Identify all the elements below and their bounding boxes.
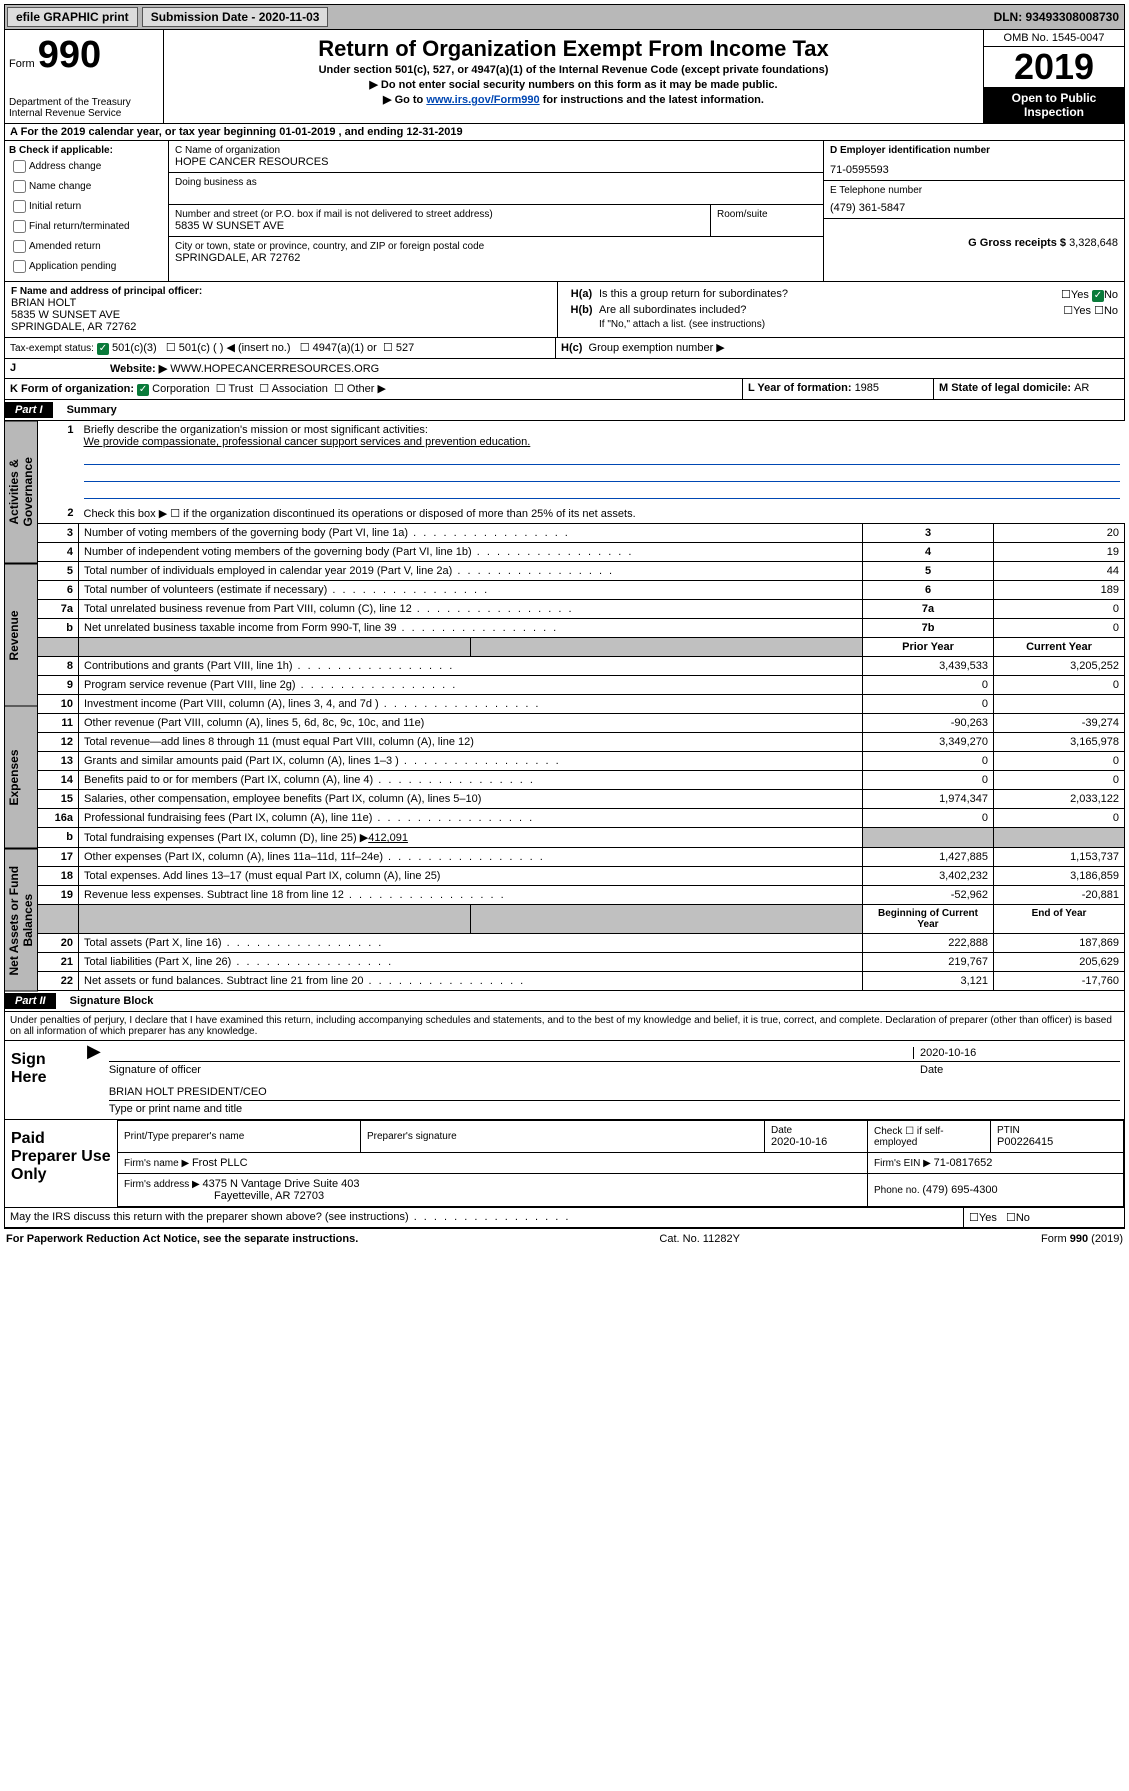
irs-link[interactable]: www.irs.gov/Form990 (426, 94, 539, 106)
form-number: 990 (38, 34, 101, 76)
chk-amended[interactable]: Amended return (9, 237, 164, 256)
label-phone: E Telephone number (830, 185, 1118, 196)
form-word: Form (9, 58, 35, 70)
klm-row: K Form of organization: ✓ Corporation ☐ … (4, 379, 1125, 400)
dept-treasury: Department of the Treasury Internal Reve… (9, 97, 159, 119)
dln: DLN: 93493308008730 (989, 7, 1124, 27)
open-inspection: Open to Public Inspection (984, 87, 1124, 123)
chk-501c3[interactable]: ✓ (97, 343, 109, 355)
label-dba: Doing business as (175, 177, 817, 188)
form-title: Return of Organization Exempt From Incom… (168, 36, 979, 62)
label-officer: F Name and address of principal officer: (11, 286, 551, 297)
officer-name: BRIAN HOLT (11, 297, 551, 309)
phone: (479) 361-5847 (830, 202, 1118, 214)
chk-final-return[interactable]: Final return/terminated (9, 217, 164, 236)
website-row: J Website: ▶ WWW.HOPECANCERRESOURCES.ORG (4, 359, 1125, 379)
city-state-zip: SPRINGDALE, AR 72762 (175, 252, 817, 264)
label-org-name: C Name of organization (175, 145, 817, 156)
topbar: efile GRAPHIC print Submission Date - 20… (4, 4, 1125, 30)
label-city: City or town, state or province, country… (175, 241, 817, 252)
submission-date: Submission Date - 2020-11-03 (142, 7, 329, 27)
chk-address-change[interactable]: Address change (9, 157, 164, 176)
officer-h-row: F Name and address of principal officer:… (4, 282, 1125, 338)
officer-street: 5835 W SUNSET AVE (11, 309, 551, 321)
declaration-text: Under penalties of perjury, I declare th… (4, 1012, 1125, 1041)
mission-text: We provide compassionate, professional c… (84, 436, 531, 448)
website-url: WWW.HOPECANCERRESOURCES.ORG (170, 363, 379, 375)
omb-number: OMB No. 1545-0047 (984, 30, 1124, 47)
label-gross: G Gross receipts $ (968, 237, 1069, 249)
part2-header: Part II Signature Block (4, 991, 1125, 1012)
form-header: Form 990 Department of the Treasury Inte… (4, 30, 1125, 124)
tab-net-assets: Net Assets or Fund Balances (4, 849, 38, 992)
main-info: B Check if applicable: Address change Na… (4, 141, 1125, 282)
discuss-row: May the IRS discuss this return with the… (4, 1208, 1125, 1228)
paid-preparer-block: Paid Preparer Use Only Print/Type prepar… (4, 1120, 1125, 1208)
tab-expenses: Expenses (4, 706, 38, 849)
note-goto-pre: Go to (395, 94, 427, 106)
summary-table: Activities & Governance Revenue Expenses… (4, 421, 1125, 991)
tab-revenue: Revenue (4, 564, 38, 707)
label-ein: D Employer identification number (830, 145, 1118, 156)
part1-header: Part I Summary (4, 400, 1125, 421)
chk-initial-return[interactable]: Initial return (9, 197, 164, 216)
street-address: 5835 W SUNSET AVE (175, 220, 704, 232)
col-b-checkboxes: B Check if applicable: Address change Na… (5, 141, 169, 281)
chk-app-pending[interactable]: Application pending (9, 257, 164, 276)
note-goto-post: for instructions and the latest informat… (540, 94, 764, 106)
gross-receipts: 3,328,648 (1069, 237, 1118, 249)
label-suite: Room/suite (717, 209, 817, 220)
section-a: A For the 2019 calendar year, or tax yea… (4, 124, 1125, 141)
ein: 71-0595593 (830, 164, 1118, 176)
efile-badge: efile GRAPHIC print (7, 7, 138, 27)
tax-status-row: Tax-exempt status: ✓ 501(c)(3) ☐ 501(c) … (4, 338, 1125, 359)
sign-here-block: Sign Here ▶ 2020-10-16 Signature of offi… (4, 1041, 1125, 1120)
form-subtitle: Under section 501(c), 527, or 4947(a)(1)… (168, 64, 979, 76)
tab-governance: Activities & Governance (4, 421, 38, 564)
org-name: HOPE CANCER RESOURCES (175, 156, 817, 168)
footer: For Paperwork Reduction Act Notice, see … (4, 1228, 1125, 1249)
label-street: Number and street (or P.O. box if mail i… (175, 209, 704, 220)
tax-year: 2019 (984, 47, 1124, 87)
chk-name-change[interactable]: Name change (9, 177, 164, 196)
officer-city: SPRINGDALE, AR 72762 (11, 321, 551, 333)
chk-corp[interactable]: ✓ (137, 384, 149, 396)
note-ssn: Do not enter social security numbers on … (168, 78, 979, 91)
